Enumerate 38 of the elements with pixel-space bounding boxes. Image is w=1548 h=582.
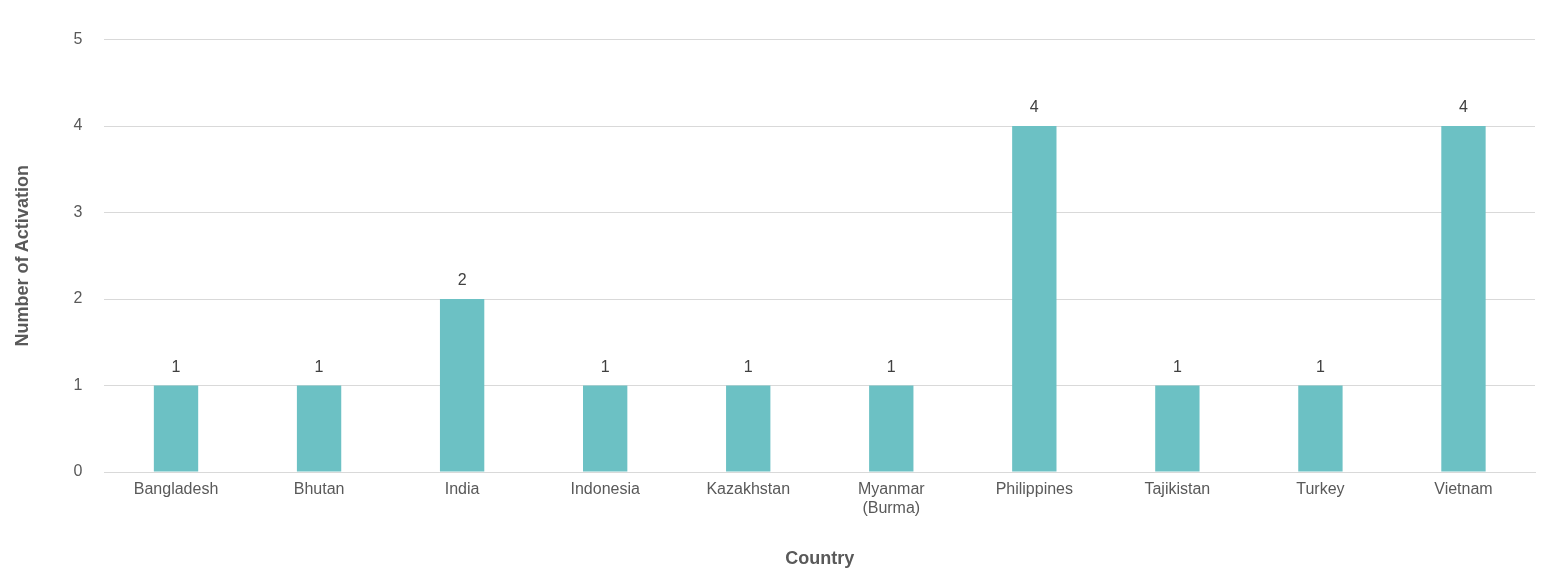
x-tick-label: Philippines (995, 480, 1074, 498)
x-axis-title: Country (785, 548, 855, 569)
data-label: 1 (743, 357, 753, 375)
data-label: 1 (1315, 357, 1325, 375)
x-tick-label: Kazakhstan (706, 480, 791, 498)
y-tick-label: 2 (73, 289, 83, 307)
data-label: 1 (171, 357, 181, 375)
y-axis-title: Number of Activation (11, 165, 32, 347)
x-tick-label: Turkey (1296, 480, 1345, 498)
bar (1298, 385, 1343, 472)
y-tick-label: 3 (73, 202, 83, 220)
x-tick-label: Indonesia (570, 480, 640, 498)
bar (1012, 126, 1057, 472)
y-tick-label: 1 (73, 375, 83, 393)
data-label: 4 (1459, 98, 1469, 116)
data-label: 1 (1172, 357, 1182, 375)
data-label: 1 (600, 357, 610, 375)
data-label: 1 (314, 357, 324, 375)
data-label: 4 (1029, 98, 1039, 116)
y-tick-label: 4 (73, 116, 83, 134)
x-tick-label: Bhutan (293, 480, 345, 498)
data-label: 1 (886, 357, 896, 375)
bar (153, 385, 199, 472)
bar (726, 385, 771, 472)
bar (1155, 385, 1200, 472)
y-tick-label: 5 (73, 30, 83, 48)
bar (869, 385, 914, 472)
bar (439, 299, 485, 472)
x-tick-label: Bangladesh (133, 480, 219, 498)
bar (296, 385, 342, 472)
bar (1441, 126, 1486, 472)
x-tick-label: Tajikistan (1144, 480, 1211, 498)
x-tick-label: India (444, 480, 480, 498)
bar (583, 385, 628, 472)
data-label: 2 (457, 271, 467, 289)
x-tick-label: Vietnam (1434, 480, 1493, 498)
y-tick-label: 0 (73, 462, 83, 480)
x-tick-label: Myanmar (Burma) (857, 480, 926, 517)
